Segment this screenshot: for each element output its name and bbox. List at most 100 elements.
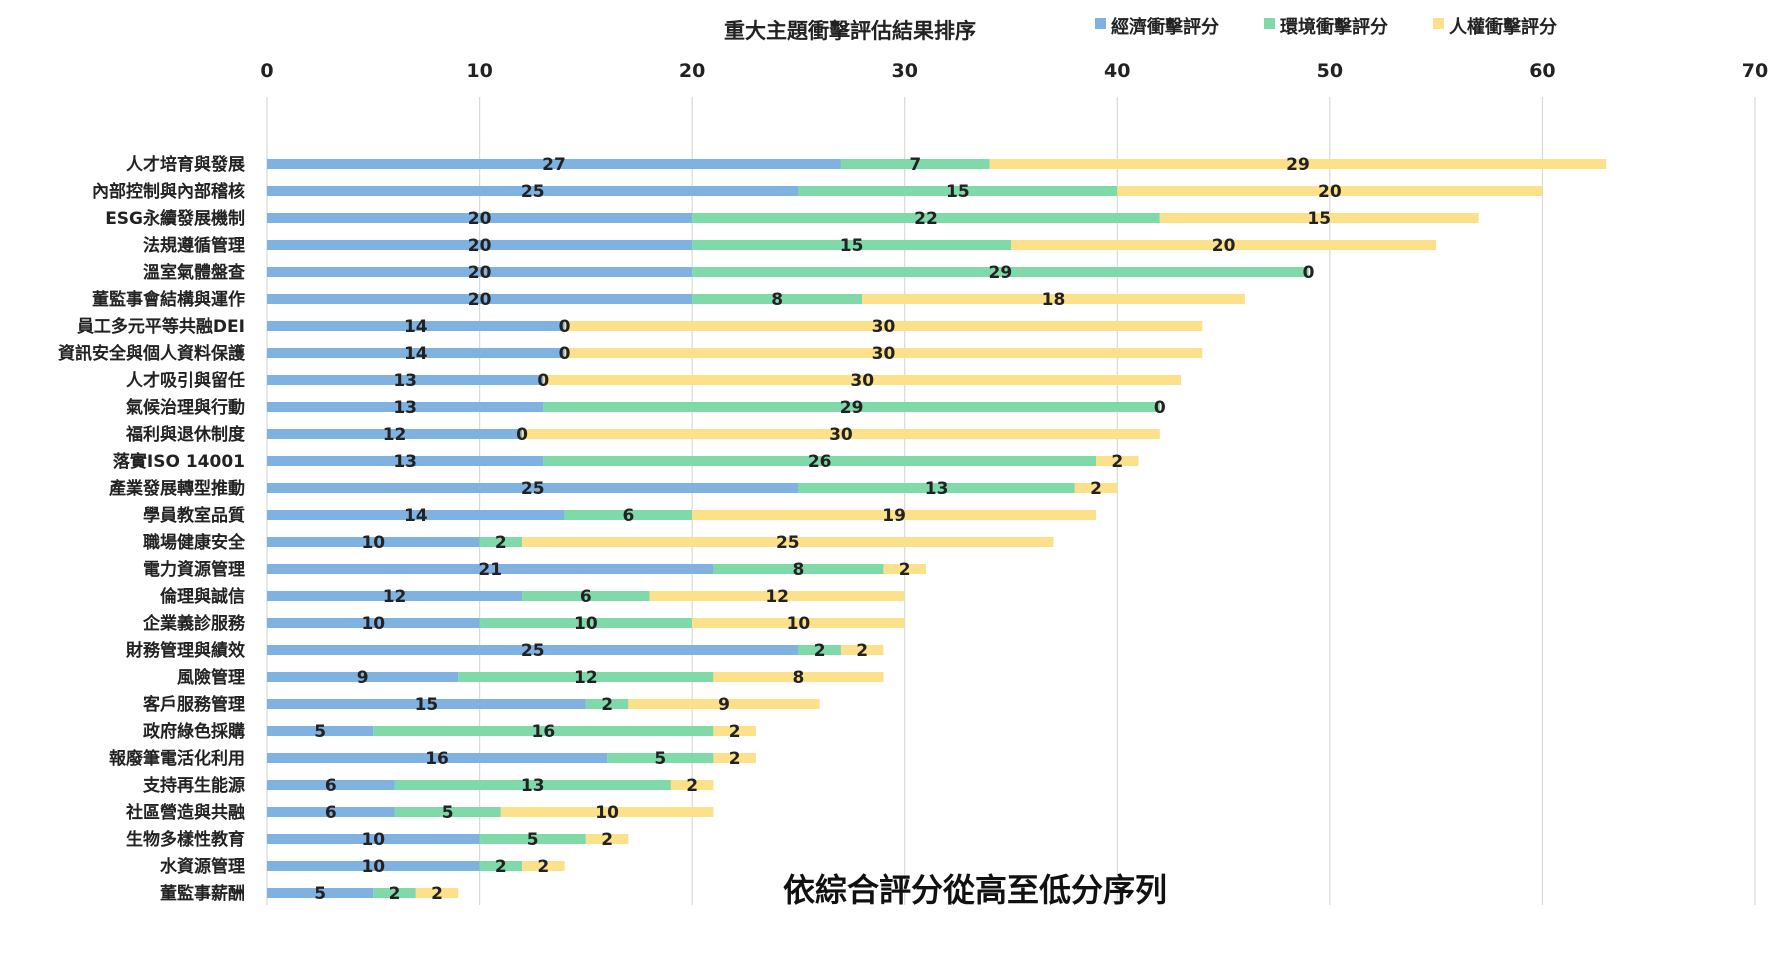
data-label: 15: [840, 236, 864, 256]
data-label: 14: [404, 317, 428, 337]
legend-label-human-rights: 人權衝擊評分: [1449, 16, 1557, 38]
data-label: 15: [946, 182, 970, 202]
data-label: 6: [622, 506, 634, 526]
category-label: 企業義診服務: [142, 613, 246, 634]
data-label: 20: [1212, 236, 1236, 256]
bar-segment-human-rights: [564, 348, 1203, 358]
data-label: 15: [1307, 209, 1331, 229]
category-label: 內部控制與內部稽核: [92, 181, 245, 202]
data-label: 2: [495, 533, 507, 553]
x-tick-label: 40: [1104, 60, 1130, 82]
data-label: 6: [325, 803, 337, 823]
bar-segment-human-rights: [1159, 213, 1479, 223]
bar-segment-environment: [479, 618, 693, 628]
data-label: 8: [793, 668, 805, 688]
data-label: 29: [989, 263, 1013, 283]
data-label: 5: [654, 749, 666, 769]
legend-swatch-environment: [1264, 18, 1275, 29]
data-label: 0: [1154, 398, 1166, 418]
bar-segment-human-rights: [670, 780, 714, 790]
category-label: 溫室氣體盤查: [143, 262, 246, 283]
data-label: 25: [521, 182, 545, 202]
category-label: 風險管理: [177, 667, 245, 688]
data-label: 2: [729, 722, 741, 742]
bar-segment-human-rights: [585, 834, 629, 844]
category-label: 職場健康安全: [143, 532, 246, 553]
bar-segment-economic: [267, 645, 799, 655]
x-axis-ticks: 0 10 20 30 40 50 60 70: [260, 60, 1768, 82]
bar-segment-environment: [543, 456, 1097, 466]
data-label: 0: [559, 344, 571, 364]
category-label: 政府綠色採購: [143, 721, 245, 742]
data-label: 30: [872, 317, 896, 337]
data-label: 12: [765, 587, 789, 607]
bar-segment-human-rights: [522, 429, 1160, 439]
data-label: 12: [383, 425, 407, 445]
ranking-note: 依綜合評分從高至低分序列: [783, 871, 1167, 909]
legend-swatch-human-rights: [1433, 18, 1444, 29]
bar-segment-economic: [267, 699, 586, 709]
category-label: 人才吸引與留任: [126, 370, 245, 391]
bar-segment-environment: [479, 537, 523, 547]
bar-segment-human-rights: [862, 294, 1245, 304]
bar-segment-environment: [798, 186, 1118, 196]
bar-segment-economic: [267, 726, 374, 736]
bar-segment-environment: [840, 159, 990, 169]
data-label: 2: [729, 749, 741, 769]
gridlines: [266, 97, 1756, 905]
bar-segment-economic: [267, 537, 480, 547]
data-label: 2: [601, 695, 613, 715]
data-label: 5: [314, 884, 326, 904]
data-label: 22: [914, 209, 938, 229]
data-label: 16: [532, 722, 556, 742]
category-label: 財務管理與績效: [125, 640, 245, 661]
bar-segment-economic: [267, 321, 565, 331]
bar-segment-environment: [479, 861, 523, 871]
data-label: 20: [468, 209, 492, 229]
data-label: 29: [840, 398, 864, 418]
category-label: 社區營造與共融: [125, 802, 245, 823]
data-label: 10: [595, 803, 619, 823]
bar-segment-economic: [267, 780, 395, 790]
bar-segment-economic: [267, 564, 714, 574]
bar-segment-environment: [479, 834, 586, 844]
data-label: 7: [909, 155, 921, 175]
data-label: 12: [574, 668, 598, 688]
category-label: 員工多元平等共融DEI: [76, 316, 245, 337]
data-label: 2: [1111, 452, 1123, 472]
bar-segment-economic: [267, 267, 693, 277]
data-label: 25: [776, 533, 800, 553]
bar-segment-environment: [522, 591, 650, 601]
bar-segment-economic: [267, 888, 374, 898]
data-label: 20: [468, 263, 492, 283]
bar-segment-human-rights: [522, 861, 565, 871]
data-label: 29: [1286, 155, 1310, 175]
data-label: 12: [383, 587, 407, 607]
data-label: 25: [521, 641, 545, 661]
bar-segment-economic: [267, 753, 608, 763]
category-label: 生物多樣性教育: [126, 829, 245, 850]
category-label: 落實ISO 14001: [113, 451, 245, 472]
x-tick-label: 50: [1317, 60, 1343, 82]
data-label: 5: [442, 803, 454, 823]
data-label: 0: [559, 317, 571, 337]
legend-label-environment: 環境衝擊評分: [1280, 16, 1388, 38]
data-label: 13: [521, 776, 545, 796]
bar-segment-environment: [692, 240, 1011, 250]
bar-segment-human-rights: [500, 807, 714, 817]
bar-segment-economic: [267, 375, 544, 385]
x-tick-label: 70: [1742, 60, 1768, 82]
bar-segment-environment: [607, 753, 714, 763]
bar-segment-human-rights: [692, 510, 1097, 520]
bar-segment-environment: [564, 510, 693, 520]
data-label: 13: [925, 479, 949, 499]
category-label: 法規遵循管理: [143, 235, 245, 256]
bar-segment-human-rights: [522, 537, 1054, 547]
bar-segment-human-rights: [989, 159, 1607, 169]
data-label: 13: [393, 452, 417, 472]
data-label: 25: [521, 479, 545, 499]
data-label: 9: [718, 695, 730, 715]
category-label: 學員教室品質: [143, 505, 245, 526]
category-label: 客戶服務管理: [142, 694, 245, 715]
